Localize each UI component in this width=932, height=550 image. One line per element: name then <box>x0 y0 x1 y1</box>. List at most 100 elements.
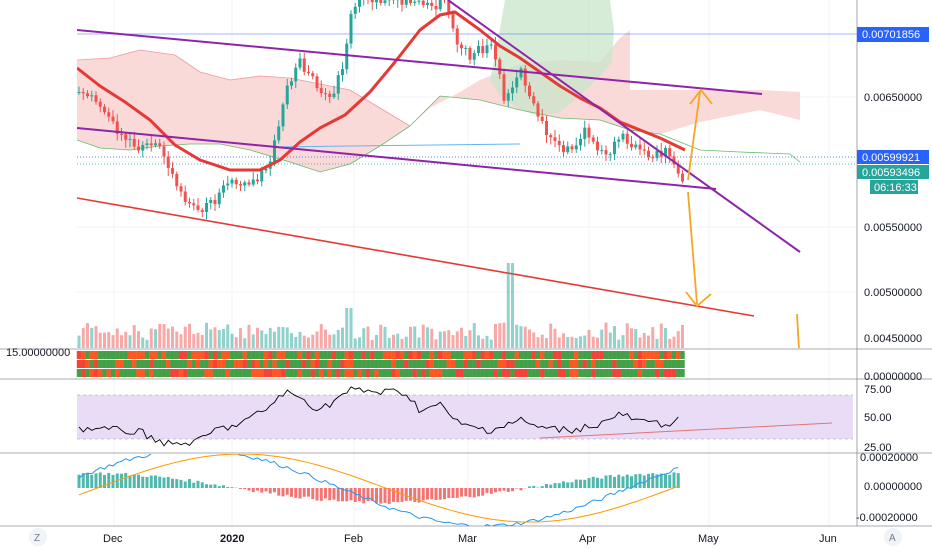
signal-cell <box>446 351 451 359</box>
macd-bar <box>103 474 106 488</box>
volume-bar <box>319 324 323 348</box>
volume-bar <box>205 322 208 348</box>
signal-cell <box>285 351 290 359</box>
signal-cell <box>382 351 388 359</box>
signal-cell <box>463 360 468 368</box>
signal-cell <box>552 351 558 359</box>
macd-bar <box>647 473 650 488</box>
macd-bar <box>532 485 536 488</box>
macd-bar <box>468 488 472 498</box>
macd-bar <box>124 472 128 488</box>
macd-bar <box>192 482 196 488</box>
signal-cell <box>654 360 660 368</box>
signal-cell <box>310 360 315 368</box>
signal-cell <box>450 351 456 359</box>
volume-bar <box>324 329 327 348</box>
candle-body <box>111 116 115 122</box>
macd-bar <box>587 478 591 488</box>
volume-bar <box>268 327 272 348</box>
candle-body <box>222 185 225 193</box>
signal-cell <box>548 360 553 368</box>
candle-body <box>285 85 289 105</box>
macd-bar <box>506 488 510 492</box>
signal-cell <box>183 360 188 368</box>
volume-bar <box>515 324 519 348</box>
macd-bar <box>328 488 332 501</box>
candle-body <box>281 104 285 127</box>
volume-bar <box>366 326 370 348</box>
signal-cell <box>612 360 617 368</box>
signal-cell <box>531 351 536 359</box>
macd-bar <box>557 483 561 488</box>
signal-cell <box>115 360 120 368</box>
signal-cell <box>280 369 286 377</box>
candle-body <box>591 137 595 142</box>
candle-body <box>409 0 412 3</box>
macd-bar <box>494 488 497 493</box>
candle-body <box>638 144 642 150</box>
macd-bar <box>617 474 621 488</box>
signal-cell <box>178 360 184 368</box>
macd-bar <box>302 488 306 497</box>
macd-bar <box>464 488 468 497</box>
signal-cell <box>484 369 490 377</box>
candle-body <box>375 0 378 3</box>
volume-bar <box>485 335 489 348</box>
signal-cell <box>81 360 86 368</box>
volume-bar <box>489 339 493 348</box>
candle-body <box>311 73 315 77</box>
volume-bar <box>438 331 442 348</box>
candle-body <box>315 76 319 89</box>
volume-bar <box>472 323 476 348</box>
signal-cell <box>251 360 256 368</box>
signal-cell <box>348 351 354 359</box>
auto-scale-button[interactable]: A <box>884 528 902 546</box>
volume-bar <box>655 338 659 348</box>
macd-bar <box>566 482 570 488</box>
candle-body <box>566 146 570 153</box>
signal-cell <box>595 360 600 368</box>
signal-cell <box>586 351 592 359</box>
signal-cell <box>574 360 579 368</box>
candle-body <box>604 150 608 155</box>
macd-bar <box>77 474 81 488</box>
candle-body <box>200 209 204 213</box>
macd-bar <box>383 488 387 503</box>
signal-cell <box>119 351 124 359</box>
time-tick: Jun <box>819 533 837 545</box>
signal-cell <box>395 369 400 377</box>
macd-bar <box>434 488 438 500</box>
macd-bar <box>281 488 285 497</box>
candle-body <box>438 0 442 10</box>
volume-bar <box>256 327 259 348</box>
volume-bar <box>115 328 119 348</box>
volume-bar <box>681 324 684 348</box>
volume-bar <box>417 337 421 348</box>
signal-cell <box>89 351 94 359</box>
signal-cell <box>259 360 264 368</box>
signal-cell <box>642 351 647 359</box>
macd-bar <box>200 482 204 488</box>
signal-cell <box>472 369 477 377</box>
macd-bar <box>162 477 166 488</box>
candle-body <box>336 75 340 94</box>
signal-cell <box>642 360 647 368</box>
signal-cell <box>404 360 409 368</box>
macd-bar <box>247 488 251 491</box>
macd-bar <box>430 488 434 500</box>
volume-bar <box>443 331 446 348</box>
volume-bar <box>392 334 395 348</box>
signal-cell <box>680 369 685 377</box>
zoom-button[interactable]: Z <box>29 528 47 546</box>
macd-bar <box>294 488 298 498</box>
macd-bar <box>562 481 565 488</box>
signal-cell <box>149 369 154 377</box>
signal-cell <box>115 369 120 377</box>
macd-bar <box>392 488 395 502</box>
volume-bar <box>81 328 85 348</box>
macd-bar <box>137 474 140 488</box>
signal-cell <box>161 369 167 377</box>
channel-line-red <box>77 197 755 317</box>
time-tick: 2020 <box>220 533 244 545</box>
